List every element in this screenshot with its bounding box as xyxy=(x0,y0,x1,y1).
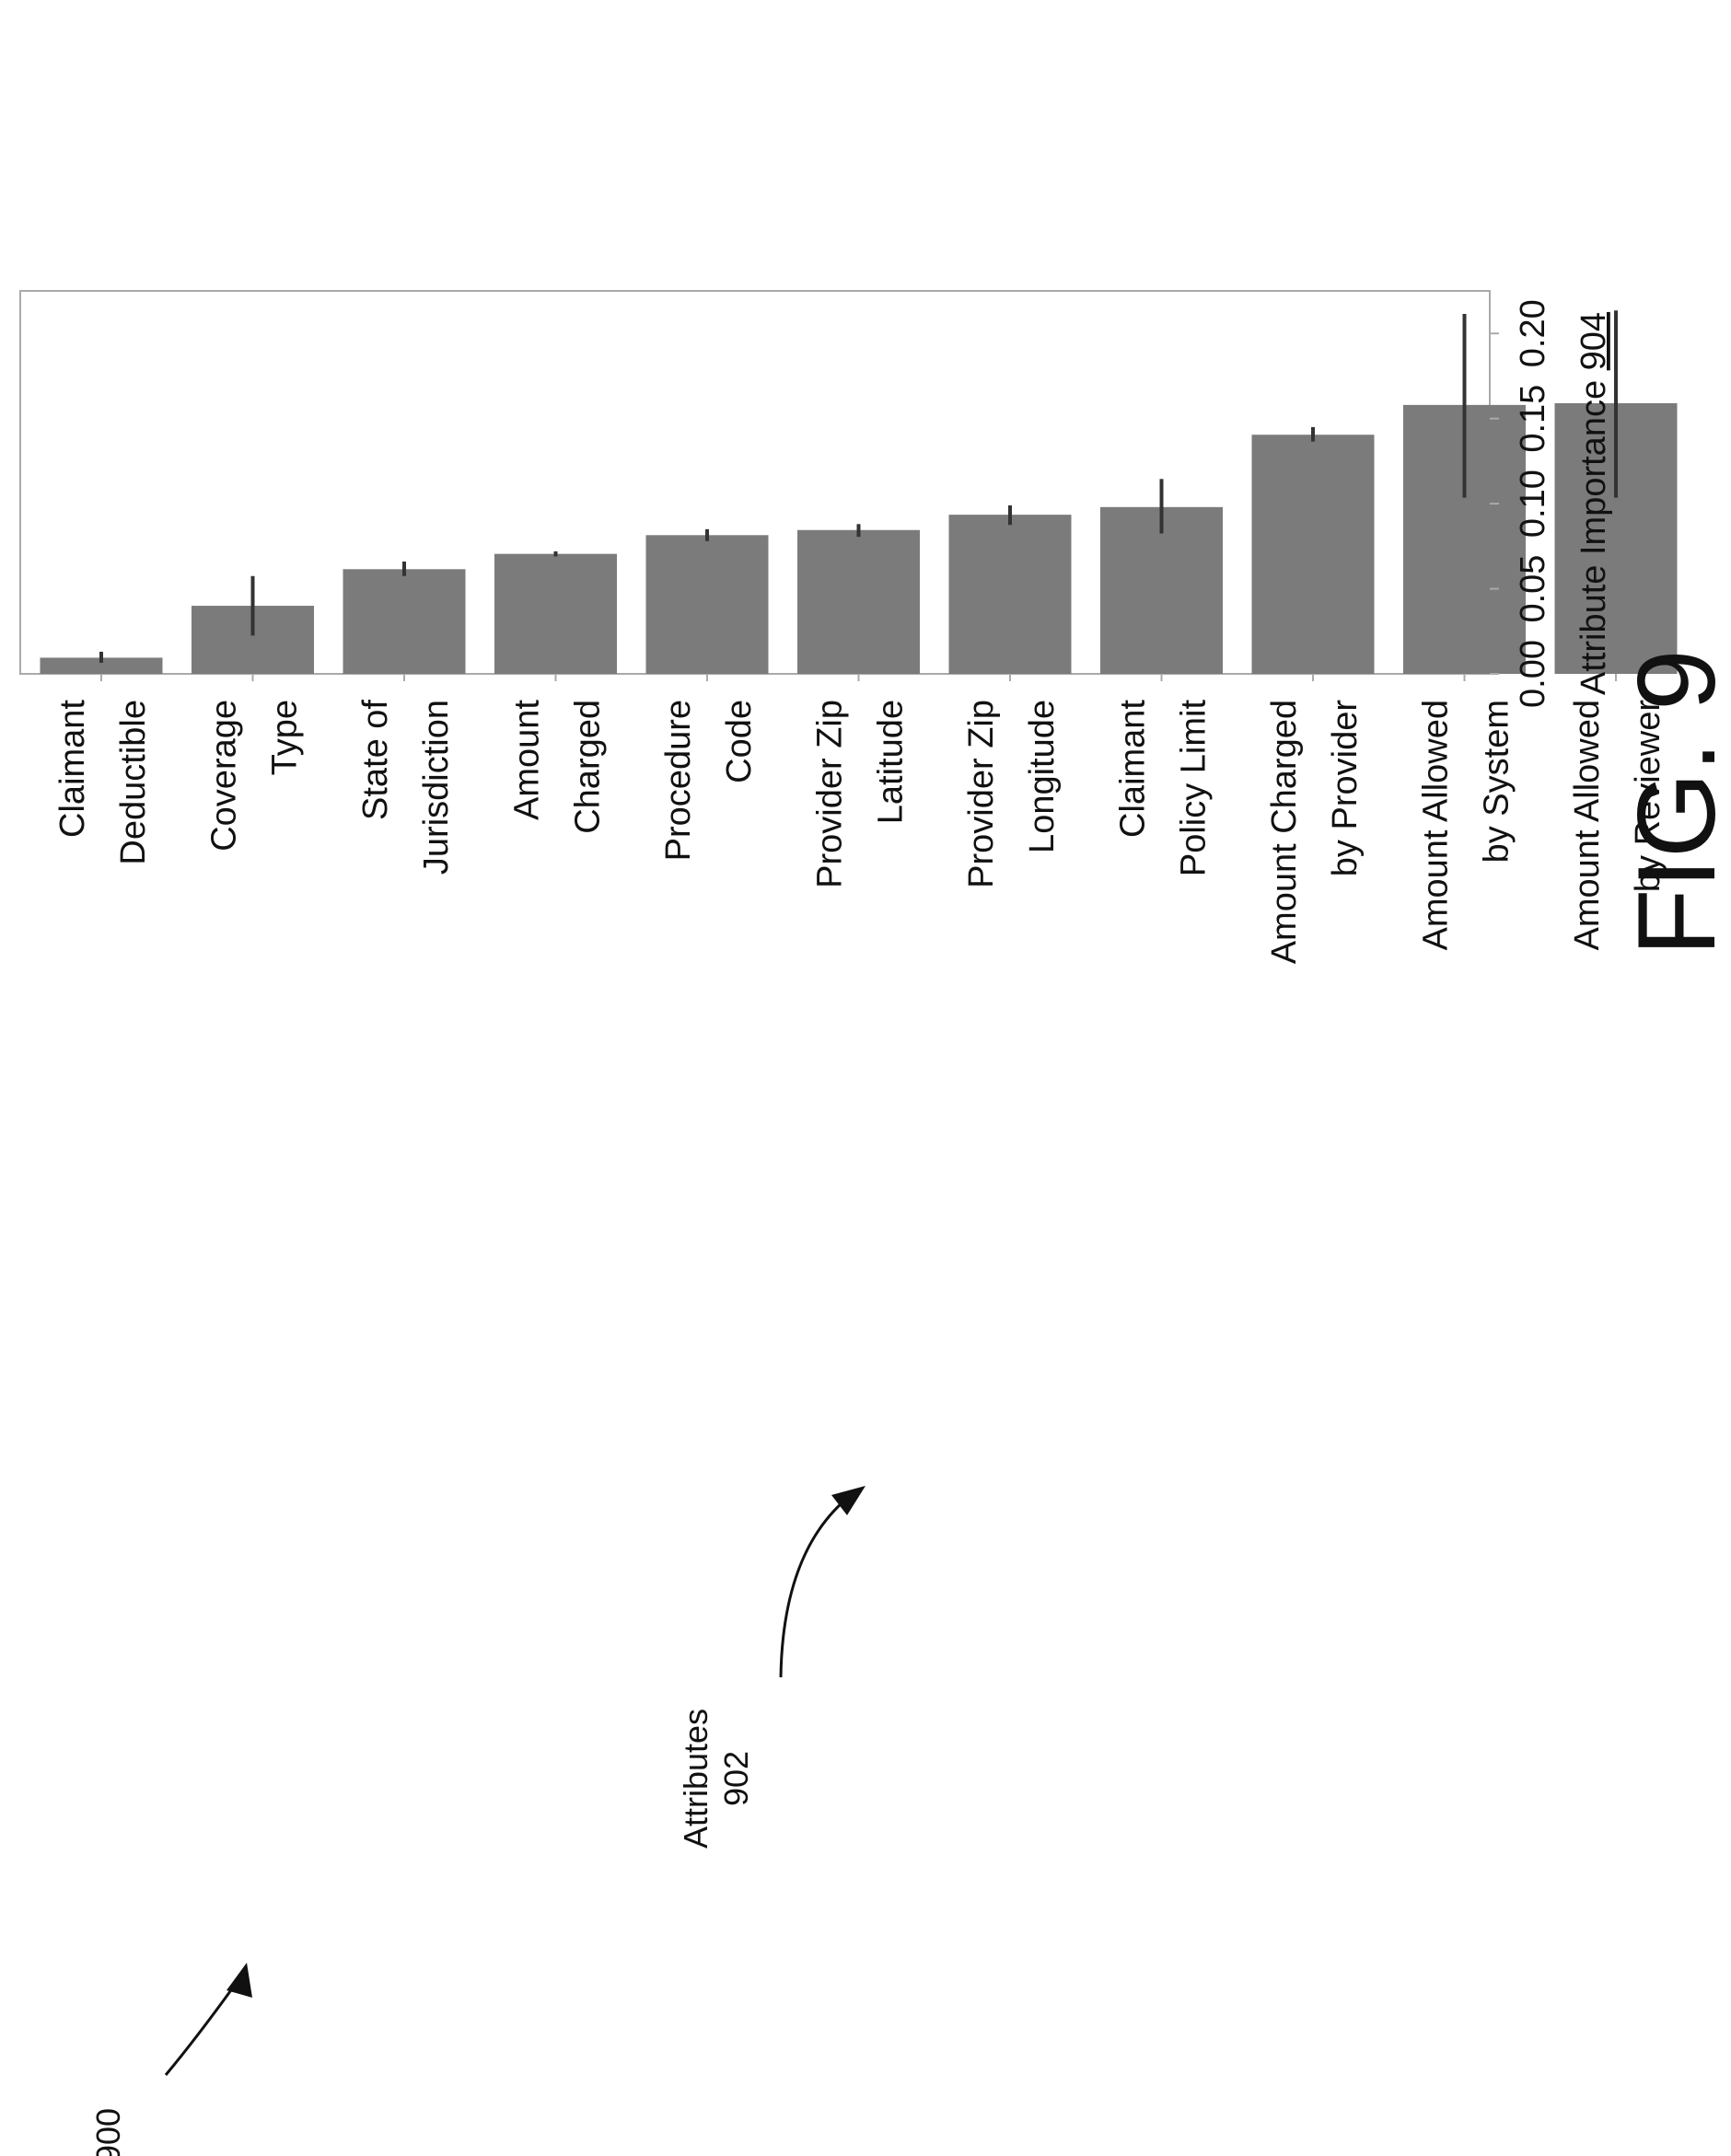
bar xyxy=(1251,435,1375,674)
bar xyxy=(1554,403,1678,674)
attributes-arrowhead-icon xyxy=(831,1486,866,1515)
bar xyxy=(948,515,1072,674)
y-axis-ticks: 0.00 0.05 0.10 0.15 0.20 xyxy=(1490,299,1552,708)
category-label: Provider Zip Longitude xyxy=(962,700,1062,888)
bar xyxy=(40,657,163,674)
category-label: Provider Zip Latitude xyxy=(811,700,911,888)
y-axis-title-ref: 904 xyxy=(1574,312,1613,370)
category-label: Procedure Code xyxy=(659,700,759,861)
y-tick-label: 0.00 xyxy=(1514,640,1552,708)
error-bars-layer xyxy=(99,310,1618,663)
category-label: Coverage Type xyxy=(205,700,305,852)
category-labels: Claimant Deductible Coverage Type State of Ju… xyxy=(53,674,1667,964)
figure-arrow-icon xyxy=(164,1980,239,2076)
category-label: Amount Allowed by System xyxy=(1417,700,1516,951)
figure-arrowhead-icon xyxy=(227,1963,252,1998)
attributes-arrow-icon xyxy=(779,1501,844,1678)
rotated-chart: 0.000.050.100.150.20 Claimant Deductible C… xyxy=(19,290,1731,2156)
bar xyxy=(797,529,920,674)
bars-layer xyxy=(40,403,1678,674)
attributes-reference: Attributes902 xyxy=(677,1709,755,1849)
bar xyxy=(645,535,769,674)
y-tick-label: 0.20 xyxy=(1514,299,1552,367)
category-label: Amount Allowed by Reviewer xyxy=(1568,700,1667,951)
category-label: Claimant Policy Limit xyxy=(1114,700,1214,877)
y-axis-title: Attribute Importance 904 xyxy=(1574,312,1613,695)
bar xyxy=(192,606,314,674)
figure-label: FIG. 9 xyxy=(1615,649,1731,956)
category-label: Amount Charged by Provider xyxy=(1265,700,1365,965)
figure-reference-number: 900 xyxy=(89,2108,127,2156)
bar xyxy=(494,553,617,674)
bar xyxy=(1100,506,1223,674)
bar xyxy=(1403,404,1526,674)
y-tick-label: 0.05 xyxy=(1514,555,1552,623)
category-label: Claimant Deductible xyxy=(53,700,153,865)
y-tick-label: 0.10 xyxy=(1514,469,1552,538)
category-label: State of Jurisdiction xyxy=(356,700,456,875)
y-axis-title-text: Attribute Importance xyxy=(1574,370,1613,695)
bar xyxy=(343,569,466,674)
category-label: Amount Charged xyxy=(508,700,608,834)
y-tick-label: 0.15 xyxy=(1514,385,1552,453)
